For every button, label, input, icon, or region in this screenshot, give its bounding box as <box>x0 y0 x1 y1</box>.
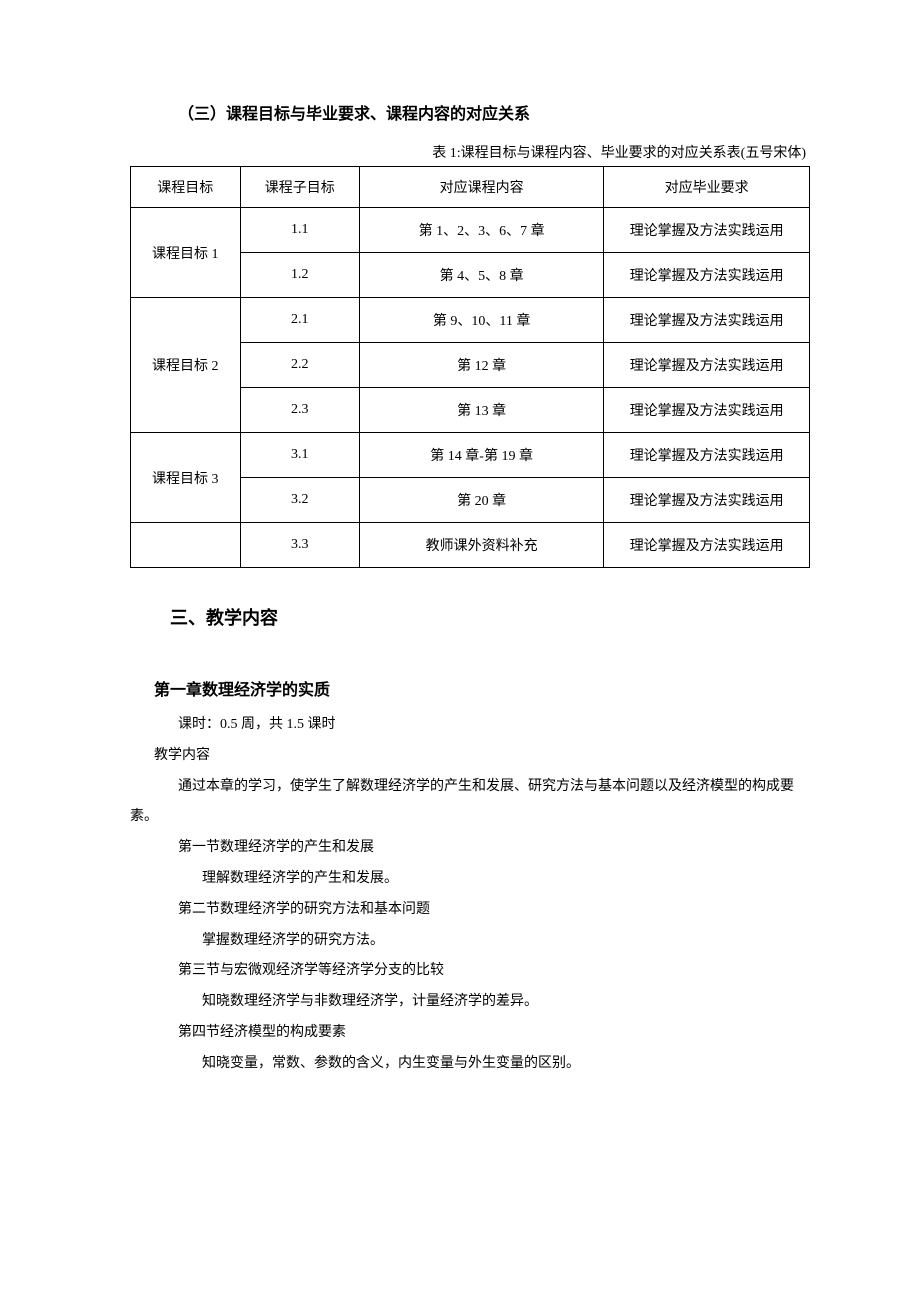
subgoal-cell: 2.2 <box>240 343 359 388</box>
teach-label: 教学内容 <box>130 741 810 772</box>
req-cell: 理论掌握及方法实践运用 <box>604 433 810 478</box>
goal-cell: 课程目标 3 <box>131 433 241 523</box>
subgoal-cell: 1.1 <box>240 208 359 253</box>
intro-paragraph: 通过本章的学习，使学生了解数理经济学的产生和发展、研究方法与基本问题以及经济模型… <box>130 772 810 834</box>
section-title: 第三节与宏微观经济学等经济学分支的比较 <box>130 956 810 987</box>
content-cell: 第 1、2、3、6、7 章 <box>359 208 604 253</box>
subgoal-cell: 3.1 <box>240 433 359 478</box>
subgoal-cell: 2.1 <box>240 298 359 343</box>
course-goal-table: 课程目标 课程子目标 对应课程内容 对应毕业要求 课程目标 1 1.1 第 1、… <box>130 166 810 568</box>
section-detail: 掌握数理经济学的研究方法。 <box>130 926 810 957</box>
req-cell: 理论掌握及方法实践运用 <box>604 388 810 433</box>
table-header-cell: 对应毕业要求 <box>604 167 810 208</box>
table-header-cell: 课程目标 <box>131 167 241 208</box>
table-header-row: 课程目标 课程子目标 对应课程内容 对应毕业要求 <box>131 167 810 208</box>
req-cell: 理论掌握及方法实践运用 <box>604 478 810 523</box>
subgoal-cell: 1.2 <box>240 253 359 298</box>
content-cell: 第 13 章 <box>359 388 604 433</box>
section-heading: （三）课程目标与毕业要求、课程内容的对应关系 <box>130 100 810 124</box>
req-cell: 理论掌握及方法实践运用 <box>604 253 810 298</box>
goal-cell <box>131 523 241 568</box>
hours-line: 课时：0.5 周，共 1.5 课时 <box>130 710 810 741</box>
content-cell: 第 9、10、11 章 <box>359 298 604 343</box>
table-row: 课程目标 2 2.1 第 9、10、11 章 理论掌握及方法实践运用 <box>131 298 810 343</box>
subgoal-cell: 3.2 <box>240 478 359 523</box>
content-cell: 第 20 章 <box>359 478 604 523</box>
table-header-cell: 课程子目标 <box>240 167 359 208</box>
section-detail: 理解数理经济学的产生和发展。 <box>130 864 810 895</box>
req-cell: 理论掌握及方法实践运用 <box>604 298 810 343</box>
req-cell: 理论掌握及方法实践运用 <box>604 343 810 388</box>
chapter-title: 第一章数理经济学的实质 <box>130 676 810 700</box>
goal-cell: 课程目标 2 <box>131 298 241 433</box>
req-cell: 理论掌握及方法实践运用 <box>604 208 810 253</box>
content-cell: 第 12 章 <box>359 343 604 388</box>
goal-cell: 课程目标 1 <box>131 208 241 298</box>
req-cell: 理论掌握及方法实践运用 <box>604 523 810 568</box>
document-page: （三）课程目标与毕业要求、课程内容的对应关系 表 1:课程目标与课程内容、毕业要… <box>0 0 920 1180</box>
section-title: 第四节经济模型的构成要素 <box>130 1018 810 1049</box>
section-detail: 知晓变量，常数、参数的含义，内生变量与外生变量的区别。 <box>130 1049 810 1080</box>
section-detail: 知晓数理经济学与非数理经济学，计量经济学的差异。 <box>130 987 810 1018</box>
major-heading: 三、教学内容 <box>130 604 810 630</box>
subgoal-cell: 3.3 <box>240 523 359 568</box>
table-caption: 表 1:课程目标与课程内容、毕业要求的对应关系表(五号宋体) <box>130 142 810 162</box>
content-cell: 教师课外资料补充 <box>359 523 604 568</box>
table-row: 课程目标 3 3.1 第 14 章-第 19 章 理论掌握及方法实践运用 <box>131 433 810 478</box>
section-title: 第一节数理经济学的产生和发展 <box>130 833 810 864</box>
intro-text: 通过本章的学习，使学生了解数理经济学的产生和发展、研究方法与基本问题以及经济模型… <box>130 772 810 834</box>
table-header-cell: 对应课程内容 <box>359 167 604 208</box>
content-cell: 第 4、5、8 章 <box>359 253 604 298</box>
table-row: 3.3 教师课外资料补充 理论掌握及方法实践运用 <box>131 523 810 568</box>
table-row: 课程目标 1 1.1 第 1、2、3、6、7 章 理论掌握及方法实践运用 <box>131 208 810 253</box>
content-cell: 第 14 章-第 19 章 <box>359 433 604 478</box>
subgoal-cell: 2.3 <box>240 388 359 433</box>
section-title: 第二节数理经济学的研究方法和基本问题 <box>130 895 810 926</box>
